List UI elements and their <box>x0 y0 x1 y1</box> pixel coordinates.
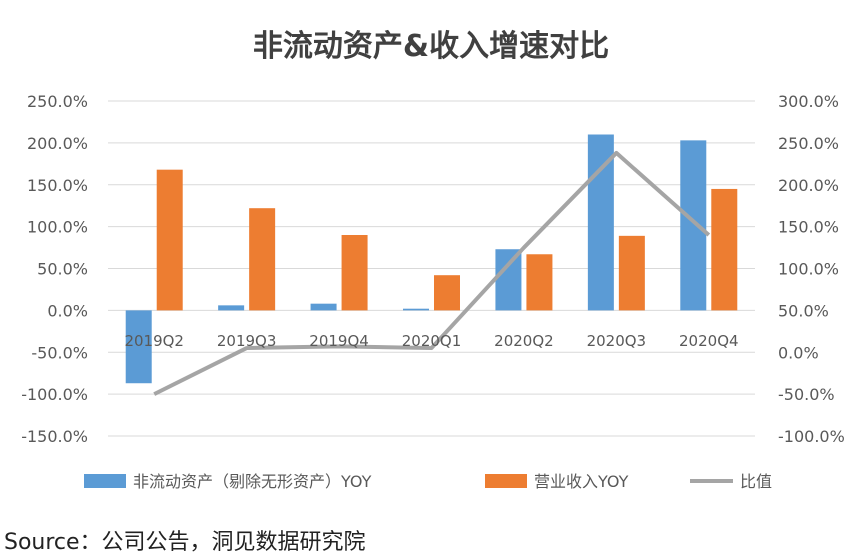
right-tick-label: 50.0% <box>778 301 829 320</box>
bar-non-current-assets <box>310 303 337 311</box>
left-tick-label: 200.0% <box>27 134 88 153</box>
legend-label-revenue: 营业收入YOY <box>534 472 629 491</box>
category-label: 2020Q4 <box>679 332 739 350</box>
bar-revenue <box>526 254 553 311</box>
bar-non-current-assets <box>587 134 614 311</box>
ratio-line <box>153 150 711 396</box>
right-tick-label: -100.0% <box>778 427 845 446</box>
legend-label-ratio: 比值 <box>740 472 772 491</box>
left-axis: -150.0% -100.0% -50.0% 0.0% 50.0% 100.0% 150.0… <box>21 92 88 446</box>
left-tick-label: -50.0% <box>31 343 88 362</box>
bar-non-current-assets <box>125 310 152 384</box>
legend-swatch-non-current-assets <box>84 474 126 488</box>
legend-swatch-revenue <box>485 474 527 488</box>
bars <box>125 134 738 384</box>
category-label: 2020Q3 <box>587 332 647 350</box>
left-tick-label: 0.0% <box>47 301 88 320</box>
left-tick-label: 50.0% <box>37 260 88 279</box>
chart-title: 非流动资产&收入增速对比 <box>253 29 609 64</box>
category-label: 2019Q2 <box>124 332 184 350</box>
right-tick-label: 150.0% <box>778 218 839 237</box>
right-axis: -100.0% -50.0% 0.0% 50.0% 100.0% 150.0% 200.0%… <box>778 92 845 446</box>
legend-label-non-current-assets: 非流动资产（剔除无形资产）YOY <box>133 472 372 491</box>
bar-revenue <box>341 235 368 311</box>
grid-lines <box>108 100 755 437</box>
ratio-line-path <box>153 150 711 396</box>
bar-revenue <box>156 169 183 311</box>
bar-non-current-assets <box>680 140 707 311</box>
left-tick-label: 250.0% <box>27 92 88 111</box>
right-tick-label: 250.0% <box>778 134 839 153</box>
left-tick-label: 100.0% <box>27 218 88 237</box>
right-tick-label: 0.0% <box>778 343 819 362</box>
bar-non-current-assets <box>495 249 522 311</box>
category-label: 2020Q2 <box>494 332 554 350</box>
category-label: 2019Q3 <box>217 332 277 350</box>
bar-revenue <box>711 188 738 311</box>
category-labels: 2019Q2 2019Q3 2019Q4 2020Q1 2020Q2 2020Q3 2020… <box>124 332 738 350</box>
source-note: Source：公司公告，洞见数据研究院 <box>4 530 366 555</box>
right-tick-label: 300.0% <box>778 92 839 111</box>
left-tick-label: -100.0% <box>21 385 88 404</box>
left-tick-label: -150.0% <box>21 427 88 446</box>
left-tick-label: 150.0% <box>27 176 88 195</box>
legend: 非流动资产（剔除无形资产）YOY 营业收入YOY 比值 <box>84 472 772 491</box>
bar-revenue <box>249 208 276 311</box>
right-tick-label: 100.0% <box>778 260 839 279</box>
bar-non-current-assets <box>218 305 245 311</box>
right-tick-label: 200.0% <box>778 176 839 195</box>
category-label: 2020Q1 <box>402 332 462 350</box>
bar-revenue <box>434 275 460 311</box>
right-tick-label: -50.0% <box>778 385 835 404</box>
bar-non-current-assets <box>403 308 429 311</box>
category-label: 2019Q4 <box>309 332 369 350</box>
bar-revenue <box>618 235 645 311</box>
